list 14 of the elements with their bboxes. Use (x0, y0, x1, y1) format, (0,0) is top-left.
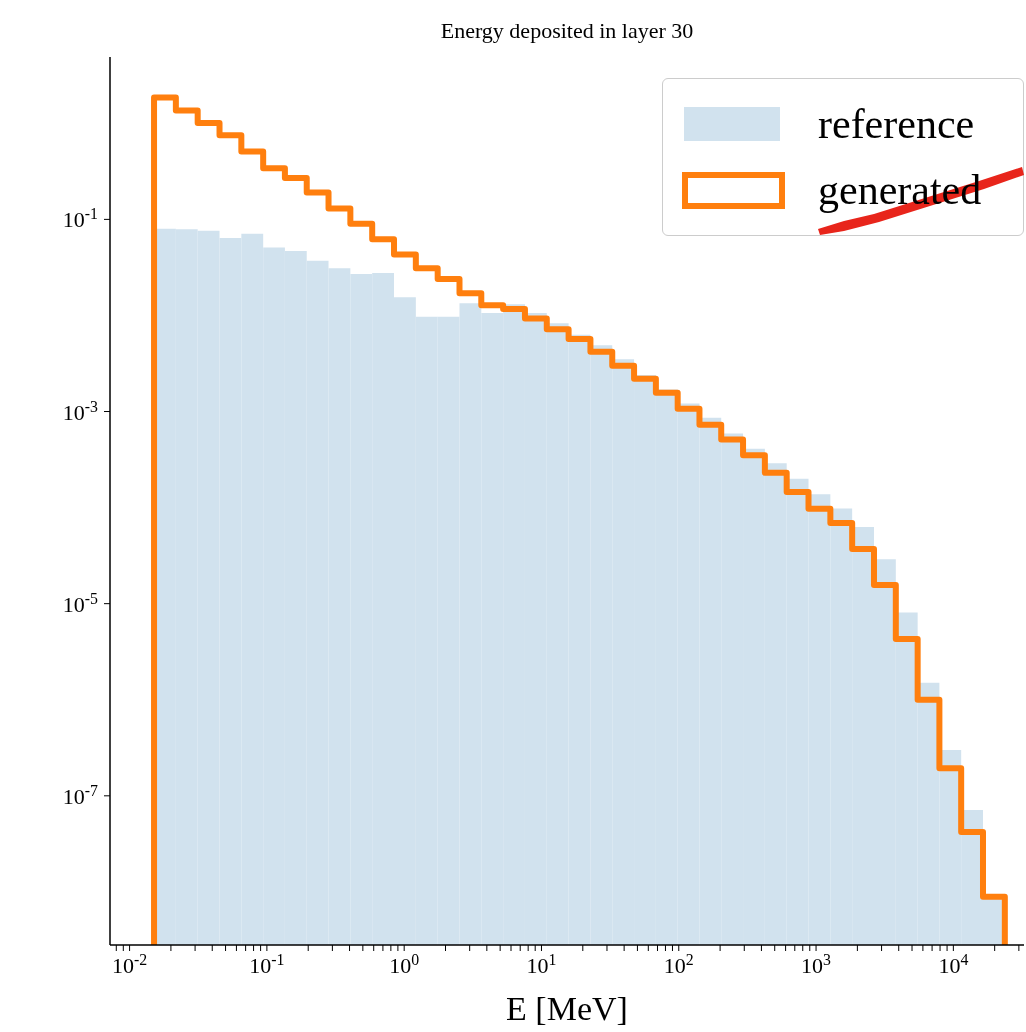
x-tick-label: 10$^{2}$ (663, 950, 694, 978)
legend-label: reference (818, 100, 975, 149)
x-tick-label: 10$^{-1}$ (249, 950, 285, 978)
x-axis-title: E [MeV] (505, 990, 629, 1028)
y-tick-label: 10$^{-3}$ (62, 397, 99, 425)
x-tick-label: 10$^{4}$ (938, 950, 969, 978)
y-tick-label: 10$^{-7}$ (62, 781, 99, 809)
x-tick-label: 10$^{0}$ (389, 950, 420, 978)
y-tick-label: 10$^{-1}$ (62, 204, 98, 233)
chart-title: Energy deposited in layer 30 (439, 18, 695, 44)
x-tick-label: 10$^{1}$ (526, 950, 557, 978)
y-tick-label: 10$^{-5}$ (62, 589, 99, 617)
x-tick-label: 10$^{-2}$ (111, 950, 148, 978)
x-tick-label: 10$^{3}$ (801, 950, 832, 978)
